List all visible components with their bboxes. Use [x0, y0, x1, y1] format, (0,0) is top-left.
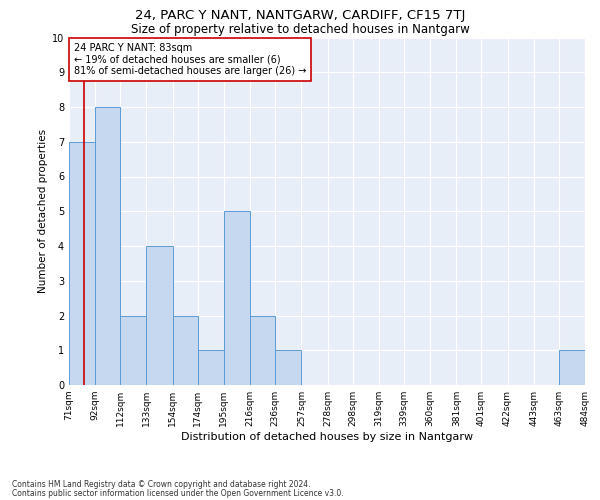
Text: 24 PARC Y NANT: 83sqm
← 19% of detached houses are smaller (6)
81% of semi-detac: 24 PARC Y NANT: 83sqm ← 19% of detached …: [74, 42, 307, 76]
Bar: [95, 107, 120, 385]
Bar: [559, 350, 585, 385]
Text: Contains public sector information licensed under the Open Government Licence v3: Contains public sector information licen…: [12, 489, 344, 498]
Bar: [224, 211, 250, 385]
Text: 24, PARC Y NANT, NANTGARW, CARDIFF, CF15 7TJ: 24, PARC Y NANT, NANTGARW, CARDIFF, CF15…: [135, 9, 465, 22]
Y-axis label: Number of detached properties: Number of detached properties: [38, 129, 48, 294]
Bar: [173, 316, 197, 385]
Bar: [197, 350, 224, 385]
Text: Size of property relative to detached houses in Nantgarw: Size of property relative to detached ho…: [131, 22, 469, 36]
Bar: [146, 246, 173, 385]
X-axis label: Distribution of detached houses by size in Nantgarw: Distribution of detached houses by size …: [181, 432, 473, 442]
Bar: [250, 316, 275, 385]
Bar: [69, 142, 95, 385]
Text: Contains HM Land Registry data © Crown copyright and database right 2024.: Contains HM Land Registry data © Crown c…: [12, 480, 311, 489]
Bar: [275, 350, 301, 385]
Bar: [120, 316, 146, 385]
